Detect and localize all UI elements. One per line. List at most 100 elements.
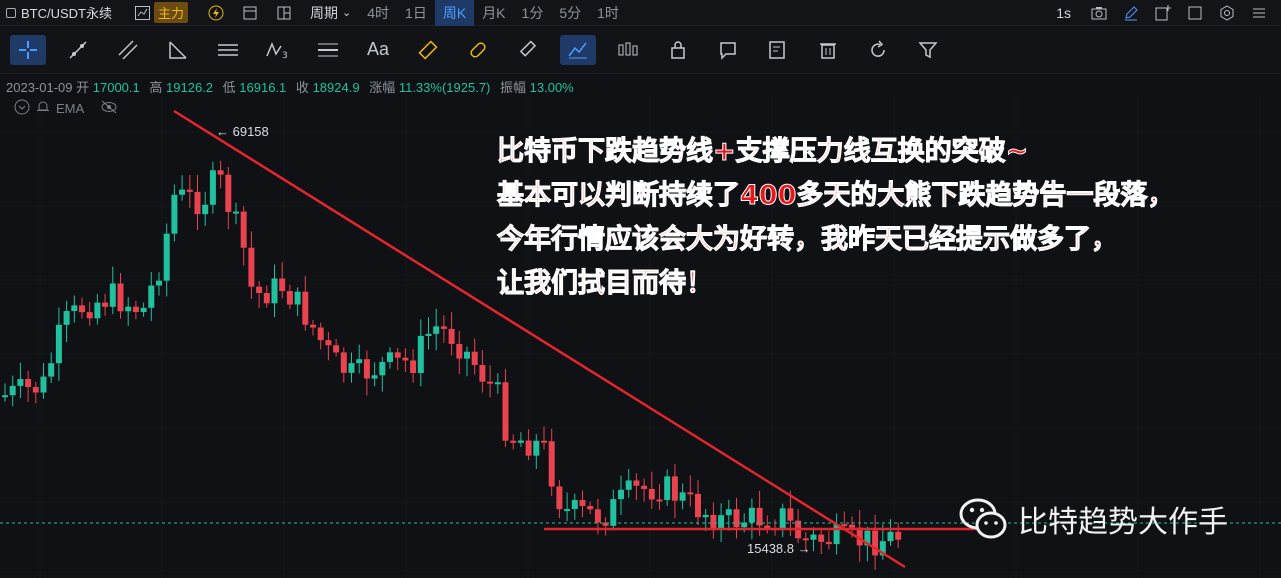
parallel-lines-tool-icon[interactable] <box>210 35 246 65</box>
fullscreen-icon[interactable] <box>1185 3 1205 23</box>
magnet-tool-icon[interactable] <box>460 35 496 65</box>
gear-icon[interactable] <box>1217 3 1237 23</box>
trendline-tool-icon[interactable] <box>60 35 96 65</box>
trash-icon[interactable] <box>810 35 846 65</box>
menu-icon[interactable] <box>1249 3 1269 23</box>
candle-body <box>579 500 586 506</box>
comment-tool-icon[interactable] <box>710 35 746 65</box>
candle-body <box>148 285 155 308</box>
template-icon[interactable] <box>240 3 260 23</box>
candle-body <box>756 507 763 526</box>
crosshair-tool-icon[interactable] <box>10 34 46 65</box>
annotation-text: 比特币下跌趋势线+支撑压力线互换的突破~ 基本可以判断持续了400多天的大熊下跌… <box>496 130 1174 306</box>
candle-body <box>702 514 709 518</box>
candle-body <box>587 505 594 510</box>
close-value: 18924.9 <box>312 80 360 95</box>
candle-body <box>810 534 817 540</box>
candle-body <box>256 286 263 294</box>
candle-body <box>294 291 301 305</box>
candle-body <box>109 283 116 307</box>
pencil-icon[interactable] <box>1121 3 1141 23</box>
candle-body <box>379 362 386 376</box>
candle-body <box>556 486 563 510</box>
timeframe-1w[interactable]: 周K <box>434 0 475 26</box>
candle-body <box>94 302 101 319</box>
collapse-icon[interactable] <box>14 99 30 118</box>
timeframe-1mo[interactable]: 月K <box>482 4 506 21</box>
symbol-icon <box>6 7 16 18</box>
candle-body <box>279 278 286 292</box>
candle-body <box>533 440 540 456</box>
period-dropdown[interactable]: 周期 ⌄ <box>302 0 359 26</box>
candle-body <box>687 492 694 495</box>
candle-body <box>648 488 655 500</box>
draw-mode-icon[interactable] <box>560 34 596 65</box>
chart-grid <box>0 96 1281 578</box>
candle-body <box>217 170 224 175</box>
watermark-text: 比特趋势大作手 <box>1018 505 1228 540</box>
candle-body <box>271 278 278 304</box>
brush-tool-icon[interactable] <box>510 35 546 65</box>
candle-body <box>132 306 139 313</box>
candle-body <box>748 507 755 523</box>
candle-tool-icon[interactable] <box>610 35 646 65</box>
candlestick-chart[interactable] <box>0 96 1281 578</box>
lock-tool-icon[interactable] <box>660 35 696 65</box>
eye-slash-icon[interactable] <box>100 100 118 117</box>
candle-body <box>864 530 871 546</box>
ruler-tool-icon[interactable] <box>410 35 446 65</box>
candle-body <box>363 359 370 379</box>
filter-icon[interactable] <box>910 35 946 65</box>
camera-icon[interactable] <box>1089 3 1109 23</box>
candle-body <box>856 527 863 546</box>
timeframe-1m[interactable]: 1分 <box>521 4 544 21</box>
high-label: 高 <box>149 80 163 95</box>
candle-body <box>171 194 178 234</box>
candle-body <box>86 312 93 319</box>
edit-tool-icon[interactable] <box>760 35 796 65</box>
wechat-icon <box>959 498 1007 539</box>
candle-body <box>733 509 740 528</box>
candle-body <box>541 440 547 443</box>
timeframe-1d[interactable]: 1日 <box>405 4 427 21</box>
candle-body <box>564 509 571 512</box>
candle-body <box>625 480 632 490</box>
candle-body <box>32 387 39 393</box>
candle-body <box>248 247 255 287</box>
candle-body <box>841 524 848 527</box>
candle-body <box>594 509 601 523</box>
candle-body <box>895 531 902 540</box>
drawing-toolbar: 3 Aa <box>0 26 1281 74</box>
candle-body <box>741 522 748 528</box>
text-tool[interactable]: Aa <box>366 39 390 59</box>
interval-label[interactable]: 1s <box>1056 5 1071 21</box>
symbol-selector[interactable]: BTC/USDT永续 <box>0 3 112 22</box>
candle-body <box>63 311 70 325</box>
candle-body <box>833 524 840 545</box>
timeframe-1h[interactable]: 1时 <box>597 4 619 21</box>
candle-body <box>317 327 324 341</box>
candle-body <box>440 326 447 329</box>
channel-tool-icon[interactable] <box>110 35 146 65</box>
main-force-badge[interactable]: 主力 <box>154 2 189 23</box>
candle-body <box>671 476 678 501</box>
timeframe-5m[interactable]: 5分 <box>559 4 582 21</box>
candle-body <box>787 508 794 521</box>
bell-icon[interactable] <box>36 100 50 117</box>
refresh-tool-icon[interactable] <box>860 35 896 65</box>
candle-body <box>371 375 378 379</box>
angle-tool-icon[interactable] <box>160 35 196 65</box>
candle-body <box>325 340 332 346</box>
wave-tool-icon[interactable]: 3 <box>260 35 296 65</box>
timeframe-4h[interactable]: 4时 <box>367 4 390 21</box>
candle-body <box>140 307 147 313</box>
add-indicator-icon[interactable] <box>1153 3 1173 23</box>
top-bar: BTC/USDT永续 主力 周期 ⌄ 4时 1日 周K 月K 1分 5分 1时 … <box>0 0 1281 26</box>
lightning-icon[interactable] <box>206 3 226 23</box>
fib-tool-icon[interactable] <box>310 35 346 65</box>
indicator-name[interactable]: EMA <box>56 101 85 116</box>
chart-type-icon[interactable] <box>132 3 152 23</box>
candle-body <box>425 333 432 336</box>
candle-body <box>55 324 62 364</box>
layout-icon[interactable] <box>274 3 294 23</box>
